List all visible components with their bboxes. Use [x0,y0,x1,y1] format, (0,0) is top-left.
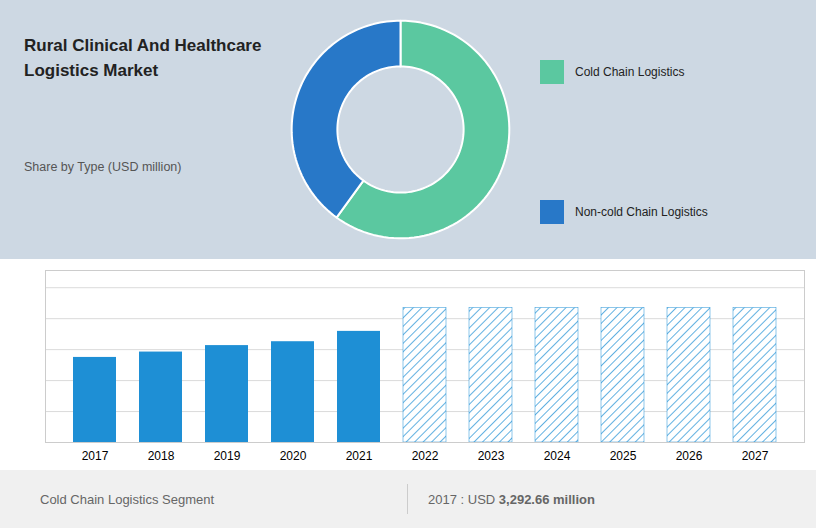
html-text:Non-cold Chain Logistics: Non-cold Chain Logistics [575,205,708,219]
svg-text:2022: 2022 [412,449,439,463]
html-text:Rural Clinical And Healthcare: Rural Clinical And Healthcare Logistics … [24,36,262,80]
html-text:Cold Chain Logistics: Cold Chain Logistics [575,65,685,79]
html-text:Share by Type (USD million): Share by Type (USD million) [24,160,182,174]
svg-text:2018: 2018 [148,449,175,463]
svg-text:2025: 2025 [610,449,637,463]
html-text:2017 : USD 3,292.66 million: 2017 : USD 3,292.66 million [428,491,595,507]
svg-text:2019: 2019 [214,449,241,463]
svg-text:2026: 2026 [676,449,703,463]
svg-text:2027: 2027 [742,449,769,463]
svg-text:2024: 2024 [544,449,571,463]
svg-text:2023: 2023 [478,449,505,463]
svg-text:2017: 2017 [82,449,109,463]
svg-text:2021: 2021 [346,449,373,463]
svg-text:2020: 2020 [280,449,307,463]
html-text:Cold Chain Logistics Segment: Cold Chain Logistics Segment [40,491,215,507]
